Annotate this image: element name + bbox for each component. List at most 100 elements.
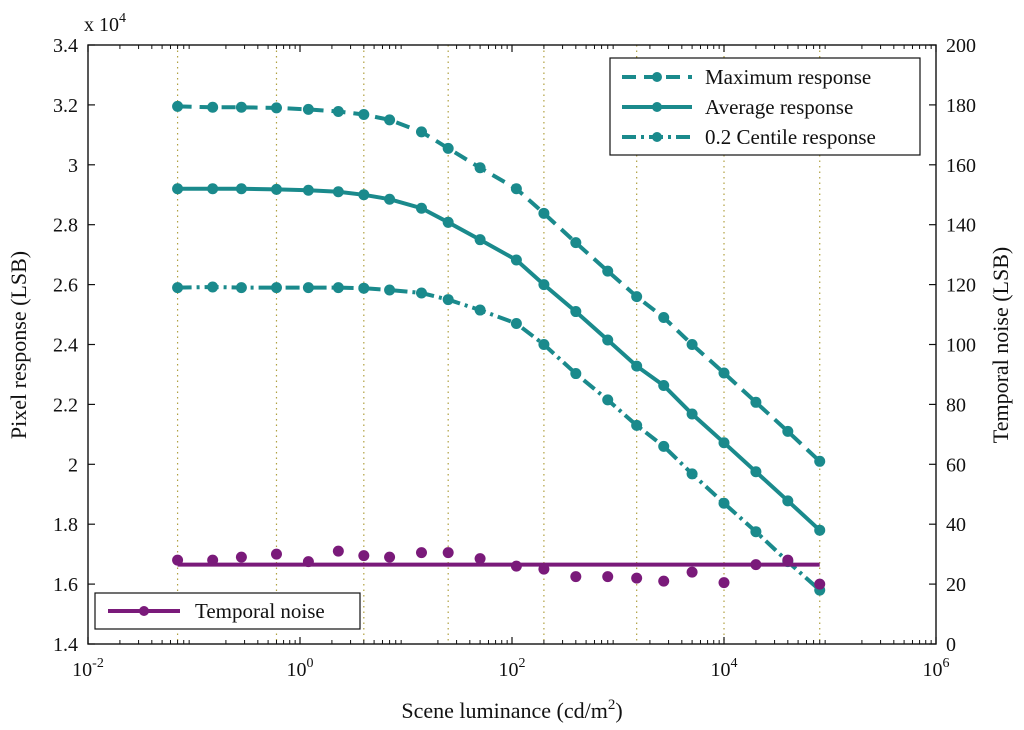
x-tick-label-4: 106: [923, 656, 950, 681]
series-3-point-17: [686, 566, 698, 578]
series-2-point-12: [538, 339, 550, 350]
series-3-point-5: [332, 545, 344, 557]
series-3-point-3: [270, 548, 282, 560]
y-right-tick-label-7: 140: [946, 215, 976, 237]
legend-centile-marker: [652, 132, 662, 142]
y-left-tick-label-9: 3.2: [53, 95, 78, 117]
series-0-point-0: [172, 100, 184, 112]
y-right-tick-label-2: 40: [946, 514, 966, 536]
series-2-point-14: [602, 394, 614, 406]
y-right-tick-label-0: 0: [946, 634, 956, 656]
series-1-point-3: [270, 183, 282, 195]
series-3-point-14: [602, 571, 614, 583]
series-1-point-13: [570, 306, 582, 318]
series-0-point-20: [782, 425, 794, 437]
y-left-tick-label-4: 2.2: [53, 394, 78, 416]
series-1-point-6: [358, 189, 370, 201]
series-3-point-13: [570, 571, 582, 583]
series-0-point-2: [235, 101, 247, 113]
series-2-point-5: [332, 282, 344, 294]
series-2-point-7: [384, 284, 396, 296]
y-axis-right-title: Temporal noise (LSB): [988, 247, 1013, 443]
series-2-point-6: [358, 282, 370, 294]
series-1-point-4: [302, 184, 314, 196]
series-1-point-19: [750, 466, 762, 478]
series-1-point-12: [538, 279, 550, 291]
series-0-point-13: [570, 237, 582, 249]
series-0-point-3: [270, 102, 282, 114]
series-2-point-3: [270, 282, 282, 294]
y-right-tick-label-5: 100: [946, 335, 976, 357]
x-tick-label-1: 100: [287, 656, 314, 681]
series-3-point-18: [718, 577, 730, 589]
y-right-tick-label-6: 120: [946, 275, 976, 297]
series-1-point-2: [235, 183, 247, 195]
y-right-tick-label-4: 80: [946, 394, 966, 416]
legend-max-label: Maximum response: [705, 65, 871, 89]
series-1-point-15: [631, 360, 643, 372]
series-1-point-0: [172, 183, 184, 195]
series-2-point-10: [474, 304, 486, 316]
series-1-point-9: [442, 216, 454, 228]
series-3-point-8: [415, 547, 427, 559]
series-0-point-9: [442, 142, 454, 154]
series-1-point-16: [658, 380, 670, 392]
series-3-point-6: [358, 550, 370, 562]
series-1-point-7: [384, 193, 396, 205]
series-2-point-4: [302, 282, 314, 294]
legend-top: Maximum response Average response 0.2 Ce…: [609, 57, 921, 156]
left-axis-multiplier: x 104: [84, 11, 126, 36]
y-right-tick-label-9: 180: [946, 95, 976, 117]
series-0-point-19: [750, 396, 762, 408]
series-line-1: [177, 186, 822, 532]
x-tick-label-3: 104: [711, 656, 738, 681]
series-0-point-12: [538, 207, 550, 219]
series-2-point-18: [718, 497, 730, 509]
series-3-point-2: [235, 551, 247, 563]
series-0-point-21: [814, 455, 826, 467]
series-0-point-4: [302, 103, 314, 115]
y-left-tick-label-7: 2.8: [53, 215, 78, 237]
y-left-tick-label-10: 3.4: [53, 35, 78, 57]
x-tick-label-2: 102: [499, 656, 526, 681]
y-left-tick-label-1: 1.6: [53, 574, 78, 596]
series-2-point-19: [750, 526, 762, 538]
series-1-point-20: [782, 495, 794, 507]
series-2-point-11: [510, 318, 522, 330]
series-1-point-5: [332, 186, 344, 198]
y-left-tick-label-5: 2.4: [53, 335, 78, 357]
series-2-point-2: [235, 282, 247, 294]
series-2-point-8: [415, 287, 427, 299]
legend-bottom: Temporal noise: [94, 592, 361, 630]
series-0-point-5: [332, 105, 344, 117]
y-right-tick-label-3: 60: [946, 454, 966, 476]
y-right-tick-label-1: 20: [946, 574, 966, 596]
series-3-point-21: [814, 578, 826, 590]
series-0-point-1: [207, 101, 219, 113]
y-left-tick-label-6: 2.6: [53, 275, 78, 297]
series-1-point-1: [207, 183, 219, 195]
legend-noise-marker: [139, 606, 149, 616]
series-2-point-0: [172, 282, 184, 294]
series-0-point-17: [686, 339, 698, 350]
series-3-point-10: [474, 553, 486, 565]
y-left-tick-label-3: 2: [68, 454, 78, 476]
series-line-0: [177, 104, 822, 463]
series-line-2: [177, 284, 822, 592]
axes: 10-2 100 102 104 106 1.4 1.6 1.8 2 2.2 2.4 2.6 2.8 3 3…: [53, 35, 976, 681]
series-1-point-11: [510, 254, 522, 266]
series-2-point-15: [631, 419, 643, 431]
series-3-point-7: [384, 551, 396, 563]
series-0-point-18: [718, 367, 730, 379]
series-1-point-21: [814, 524, 826, 536]
series-2-point-1: [207, 281, 219, 293]
y-left-tick-label-8: 3: [68, 155, 78, 177]
series-2-point-17: [686, 468, 698, 480]
series-layer: [172, 100, 826, 596]
y-left-tick-label-2: 1.8: [53, 514, 78, 536]
legend-avg-marker: [652, 102, 662, 112]
series-3-point-16: [658, 575, 670, 587]
series-1-point-14: [602, 334, 614, 346]
y-axis-left-title: Pixel response (LSB): [6, 251, 31, 439]
